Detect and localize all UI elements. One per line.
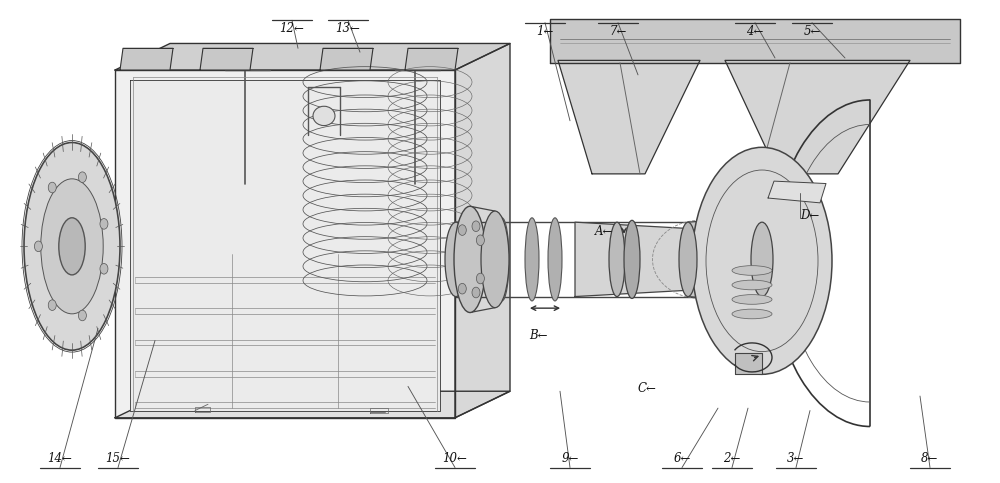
Polygon shape (550, 19, 960, 63)
Text: 14←: 14← (48, 453, 72, 465)
Text: 6←: 6← (673, 453, 691, 465)
Ellipse shape (751, 222, 773, 297)
Text: C←: C← (638, 383, 657, 395)
Ellipse shape (48, 300, 56, 311)
Polygon shape (130, 80, 440, 411)
Polygon shape (768, 181, 826, 203)
Ellipse shape (100, 264, 108, 274)
Ellipse shape (472, 287, 480, 298)
Ellipse shape (679, 222, 697, 297)
Ellipse shape (609, 222, 625, 297)
Ellipse shape (78, 310, 86, 321)
Ellipse shape (624, 220, 640, 298)
Text: 10←: 10← (443, 453, 467, 465)
Text: 1←: 1← (536, 25, 554, 38)
Polygon shape (575, 222, 762, 297)
Ellipse shape (59, 218, 85, 275)
Polygon shape (455, 43, 510, 418)
Text: 15←: 15← (106, 453, 130, 465)
Polygon shape (115, 43, 510, 70)
Text: 4←: 4← (746, 25, 764, 38)
Ellipse shape (313, 106, 335, 126)
Ellipse shape (732, 280, 772, 290)
Polygon shape (115, 391, 510, 418)
Ellipse shape (458, 225, 466, 235)
Ellipse shape (732, 266, 772, 275)
Polygon shape (688, 216, 762, 302)
Text: 9←: 9← (561, 453, 579, 465)
Ellipse shape (458, 284, 466, 294)
Ellipse shape (454, 206, 486, 313)
Polygon shape (200, 48, 253, 70)
Polygon shape (735, 353, 762, 374)
Polygon shape (120, 48, 173, 70)
Ellipse shape (548, 218, 562, 301)
Ellipse shape (692, 147, 832, 374)
Ellipse shape (41, 179, 103, 314)
Text: 8←: 8← (921, 453, 939, 465)
Ellipse shape (481, 211, 509, 308)
Ellipse shape (48, 182, 56, 193)
Text: D←: D← (800, 210, 819, 222)
Text: A←: A← (595, 226, 613, 238)
Ellipse shape (732, 309, 772, 319)
Polygon shape (320, 48, 373, 70)
Ellipse shape (476, 235, 484, 245)
Ellipse shape (24, 142, 120, 350)
Ellipse shape (476, 273, 484, 284)
Text: 7←: 7← (609, 25, 627, 38)
Text: 2←: 2← (723, 453, 741, 465)
Ellipse shape (100, 218, 108, 229)
Ellipse shape (525, 218, 539, 301)
Polygon shape (405, 48, 458, 70)
Text: 3←: 3← (787, 453, 805, 465)
Ellipse shape (732, 295, 772, 304)
Text: 13←: 13← (336, 23, 360, 35)
Polygon shape (115, 70, 455, 418)
Text: 5←: 5← (803, 25, 821, 38)
Polygon shape (725, 60, 910, 174)
Ellipse shape (495, 218, 509, 301)
Text: B←: B← (529, 329, 547, 342)
Ellipse shape (78, 172, 86, 183)
Ellipse shape (34, 241, 42, 252)
Text: 12←: 12← (280, 23, 304, 35)
Ellipse shape (445, 222, 467, 297)
Polygon shape (558, 60, 700, 174)
Ellipse shape (465, 218, 479, 301)
Ellipse shape (472, 221, 480, 231)
